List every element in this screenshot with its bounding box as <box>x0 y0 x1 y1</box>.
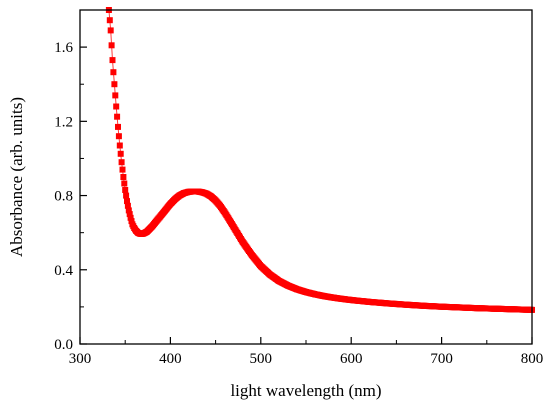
data-point <box>108 42 115 49</box>
y-tick-label: 0.0 <box>54 337 73 353</box>
data-point <box>121 180 128 187</box>
data-point <box>114 113 121 120</box>
data-point <box>117 150 124 157</box>
data-point <box>116 142 123 149</box>
data-point <box>107 27 114 34</box>
data-point <box>124 198 130 205</box>
data-point <box>111 81 118 88</box>
x-tick-label: 700 <box>430 351 453 367</box>
data-point <box>115 133 122 140</box>
y-axis-title: Absorbance (arb. units) <box>7 97 26 257</box>
data-point <box>115 123 121 130</box>
data-point <box>126 211 133 218</box>
series-line <box>108 9 533 311</box>
x-tick-label: 300 <box>69 351 92 367</box>
data-point <box>125 207 132 214</box>
data-point <box>113 103 120 110</box>
data-point <box>106 17 113 24</box>
data-point <box>112 92 119 99</box>
x-axis-title: light wavelength (nm) <box>230 381 381 400</box>
data-series <box>105 7 535 313</box>
y-tick-label: 1.2 <box>54 114 73 130</box>
y-tick-label: 1.6 <box>54 40 73 56</box>
axis-ticks: 300 400 500 600 700 800 0.0 0.4 0.8 1.2 1.6 <box>54 9 544 367</box>
data-point <box>119 166 126 173</box>
x-tick-label: 800 <box>521 351 544 367</box>
data-point <box>123 192 130 199</box>
data-point <box>127 214 134 221</box>
data-point <box>120 174 127 180</box>
x-tick-label: 500 <box>250 351 273 367</box>
data-point <box>110 69 117 76</box>
plot-frame <box>79 9 533 345</box>
y-tick-label: 0.8 <box>54 189 73 205</box>
x-tick-label: 400 <box>159 351 182 367</box>
data-point <box>128 218 135 225</box>
data-point <box>118 159 125 166</box>
data-point <box>124 202 131 209</box>
x-tick-label: 600 <box>340 351 363 367</box>
data-point <box>122 187 129 193</box>
data-point <box>109 57 116 64</box>
y-tick-label: 0.4 <box>54 263 73 279</box>
